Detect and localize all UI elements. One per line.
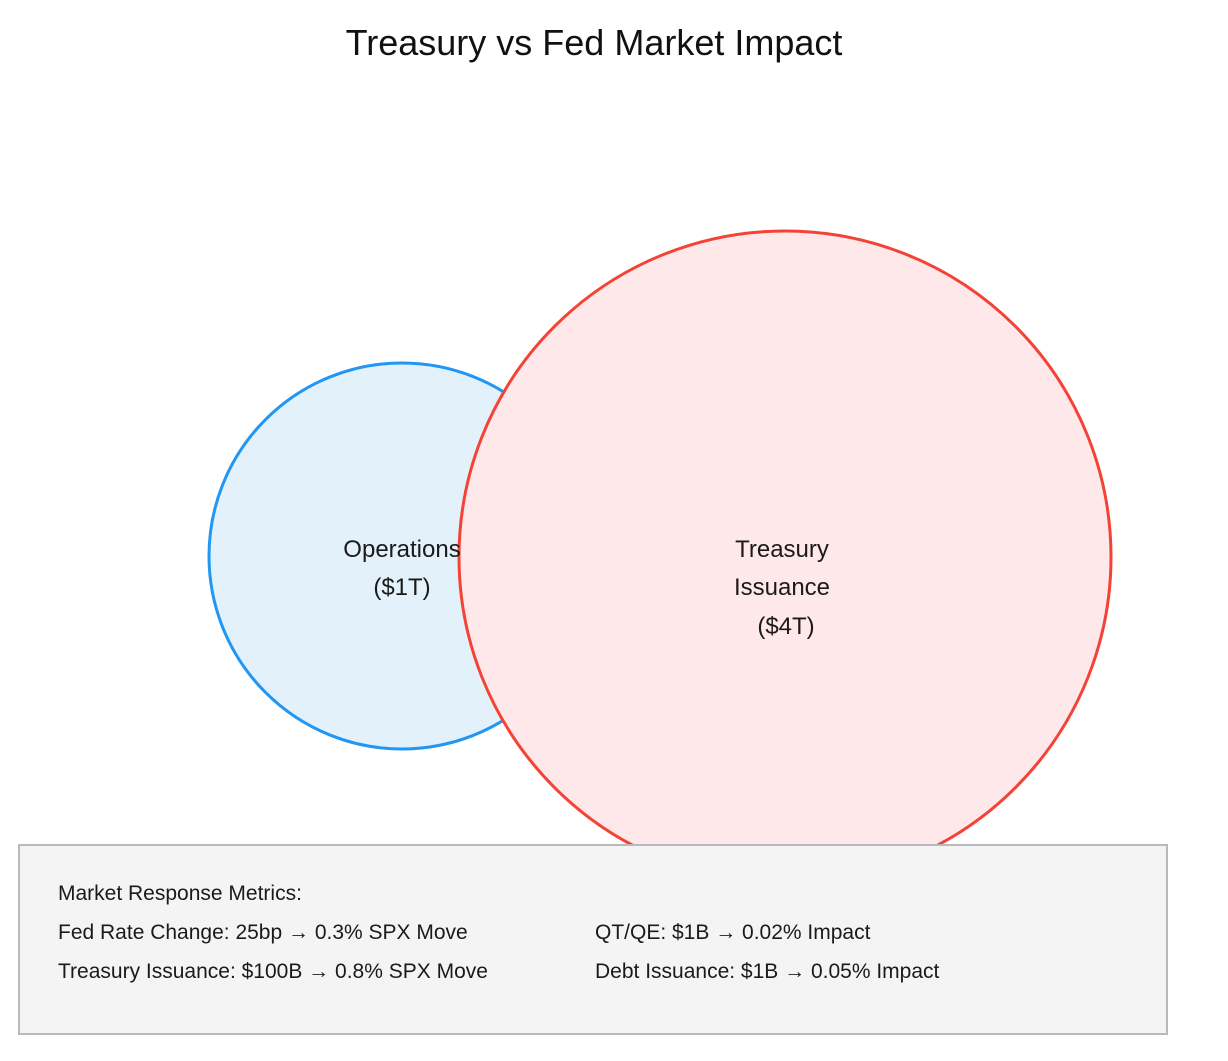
- treasury-label-line1: Treasury: [735, 536, 829, 563]
- treasury-label-line2: Issuance: [734, 574, 830, 601]
- metric-debt-issuance: Debt Issuance: $1B → 0.05% Impact: [595, 960, 940, 983]
- treasury-circle-shape: [457, 229, 1113, 844]
- treasury-label-line3: ($4T): [757, 613, 814, 640]
- metric-qt-qe: QT/QE: $1B → 0.02% Impact: [595, 921, 871, 944]
- metrics-heading: Market Response Metrics:: [58, 882, 302, 905]
- fed-label-line1: Operations: [343, 536, 460, 563]
- treasury-issuance-circle: [457, 229, 1113, 844]
- metric-treasury-issuance: Treasury Issuance: $100B → 0.8% SPX Move: [58, 960, 488, 983]
- diagram-title: Treasury vs Fed Market Impact: [345, 22, 843, 63]
- market-response-metrics-panel: Market Response Metrics: Fed Rate Change…: [18, 844, 1168, 1035]
- fed-label-line2: ($1T): [373, 574, 430, 601]
- venn-diagram: Operations ($1T) Treasury Issuance ($4T): [207, 229, 1113, 844]
- metric-fed-rate-change: Fed Rate Change: 25bp → 0.3% SPX Move: [58, 921, 468, 944]
